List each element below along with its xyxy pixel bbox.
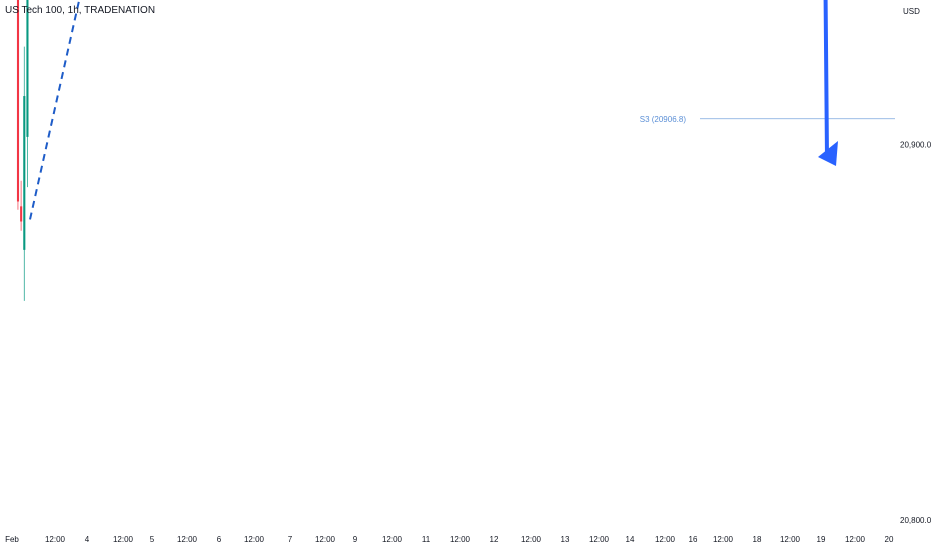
x-tick-label: 12:00 — [655, 535, 676, 544]
pivot-label: S3 (20906.8) — [640, 115, 687, 124]
candles-layer — [16, 0, 29, 301]
y-tick-label: 20,900.0 — [900, 140, 932, 149]
y-tick-label: 20,800.0 — [900, 516, 932, 525]
trendline — [29, 0, 81, 220]
x-tick-label: 6 — [217, 535, 222, 544]
x-tick-label: 16 — [689, 535, 698, 544]
x-tick-label: 12:00 — [45, 535, 66, 544]
x-tick-label: Feb — [5, 535, 19, 544]
x-tick-label: 12:00 — [713, 535, 734, 544]
x-tick-label: 12:00 — [589, 535, 610, 544]
x-tick-label: 9 — [353, 535, 358, 544]
x-tick-label: 12 — [490, 535, 499, 544]
currency-label: USD — [903, 7, 920, 16]
x-tick-label: 12:00 — [177, 535, 198, 544]
x-axis[interactable]: Feb 12:00 4 12:00 5 12:00 6 12:00 7 12:00 9 12:00 11… — [5, 535, 894, 544]
x-tick-label: 18 — [753, 535, 762, 544]
x-tick-label: 12:00 — [244, 535, 265, 544]
chart-title: US Tech 100, 1h, TRADENATION — [5, 5, 156, 16]
candle-body — [20, 206, 23, 222]
x-tick-label: 19 — [817, 535, 826, 544]
x-tick-label: 4 — [85, 535, 90, 544]
x-tick-label: 13 — [561, 535, 570, 544]
x-tick-label: 14 — [626, 535, 635, 544]
forecast-arrow-shaft — [823, 0, 829, 160]
candle-body — [16, 0, 20, 202]
x-tick-label: 20 — [885, 535, 894, 544]
x-tick-label: 12:00 — [521, 535, 542, 544]
x-tick-label: 12:00 — [780, 535, 801, 544]
x-tick-label: 11 — [422, 535, 431, 544]
candle-body — [26, 0, 29, 137]
x-tick-label: 7 — [288, 535, 293, 544]
x-tick-label: 12:00 — [450, 535, 471, 544]
x-tick-label: 5 — [150, 535, 155, 544]
trendline-layer — [29, 0, 81, 220]
levels-layer: R2 (22622.8)R1 (22373.6)P (21889.4)S1 (2… — [640, 115, 895, 124]
x-tick-label: 12:00 — [113, 535, 134, 544]
y-axis[interactable]: 20,800.020,900.021,000.021,100.021,200.0… — [900, 0, 932, 525]
candle-body — [23, 96, 26, 250]
x-tick-label: 12:00 — [315, 535, 336, 544]
x-tick-label: 12:00 — [845, 535, 866, 544]
forecast-arrow-head — [818, 141, 838, 166]
x-tick-label: 12:00 — [382, 535, 403, 544]
forecast-arrow-layer — [818, 0, 838, 166]
